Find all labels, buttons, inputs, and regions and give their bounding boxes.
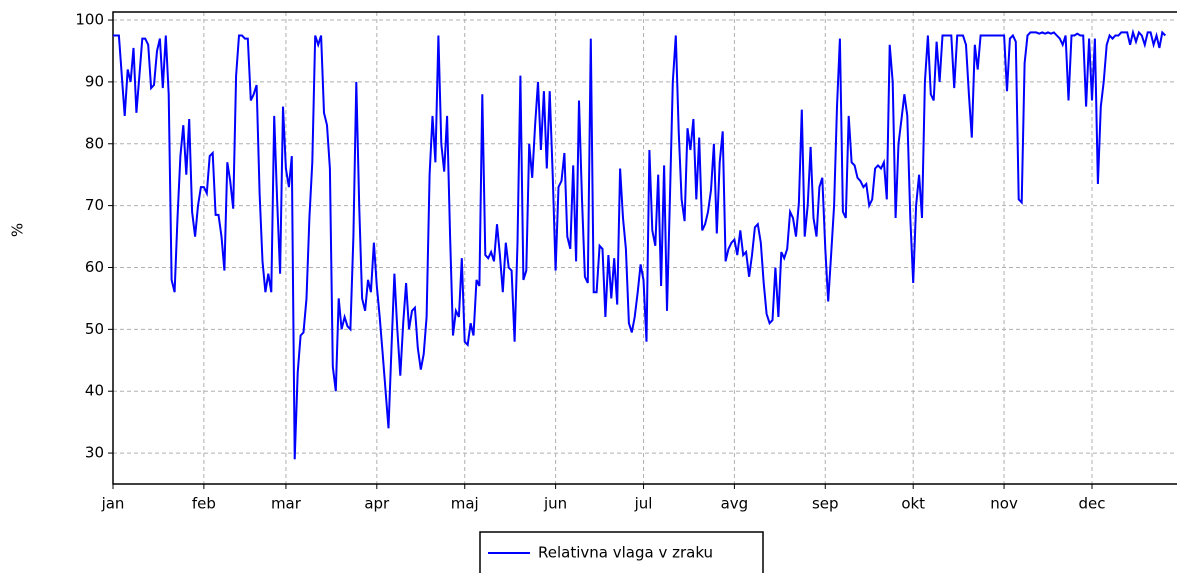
y-tick-label: 80: [85, 134, 104, 152]
y-tick-label: 40: [85, 382, 104, 400]
x-tick-label: nov: [990, 495, 1018, 513]
x-tick-label: dec: [1078, 495, 1105, 513]
x-tick-label: sep: [812, 495, 839, 513]
x-tick-label: avg: [721, 495, 749, 513]
x-tick-label: jul: [634, 495, 653, 513]
y-axis-label: %: [9, 223, 27, 237]
y-tick-label: 70: [85, 196, 104, 214]
y-tick-label: 60: [85, 258, 104, 276]
plot-frame: [112, 11, 1177, 485]
legend-label: Relativna vlaga v zraku: [538, 544, 713, 562]
x-tick-label: apr: [364, 495, 390, 513]
y-tick-label: 30: [85, 444, 104, 462]
y-tick-label: 50: [85, 320, 104, 338]
data-line: [113, 28, 1167, 460]
y-tick-label: 90: [85, 72, 104, 90]
x-tick-label: okt: [901, 495, 925, 513]
x-tick-label: feb: [192, 495, 216, 513]
x-tick-label: jan: [101, 495, 125, 513]
x-tick-label: maj: [451, 495, 479, 513]
x-tick-label: jun: [543, 495, 567, 513]
x-tick-label: mar: [271, 495, 302, 513]
y-tick-label: 100: [75, 11, 104, 29]
